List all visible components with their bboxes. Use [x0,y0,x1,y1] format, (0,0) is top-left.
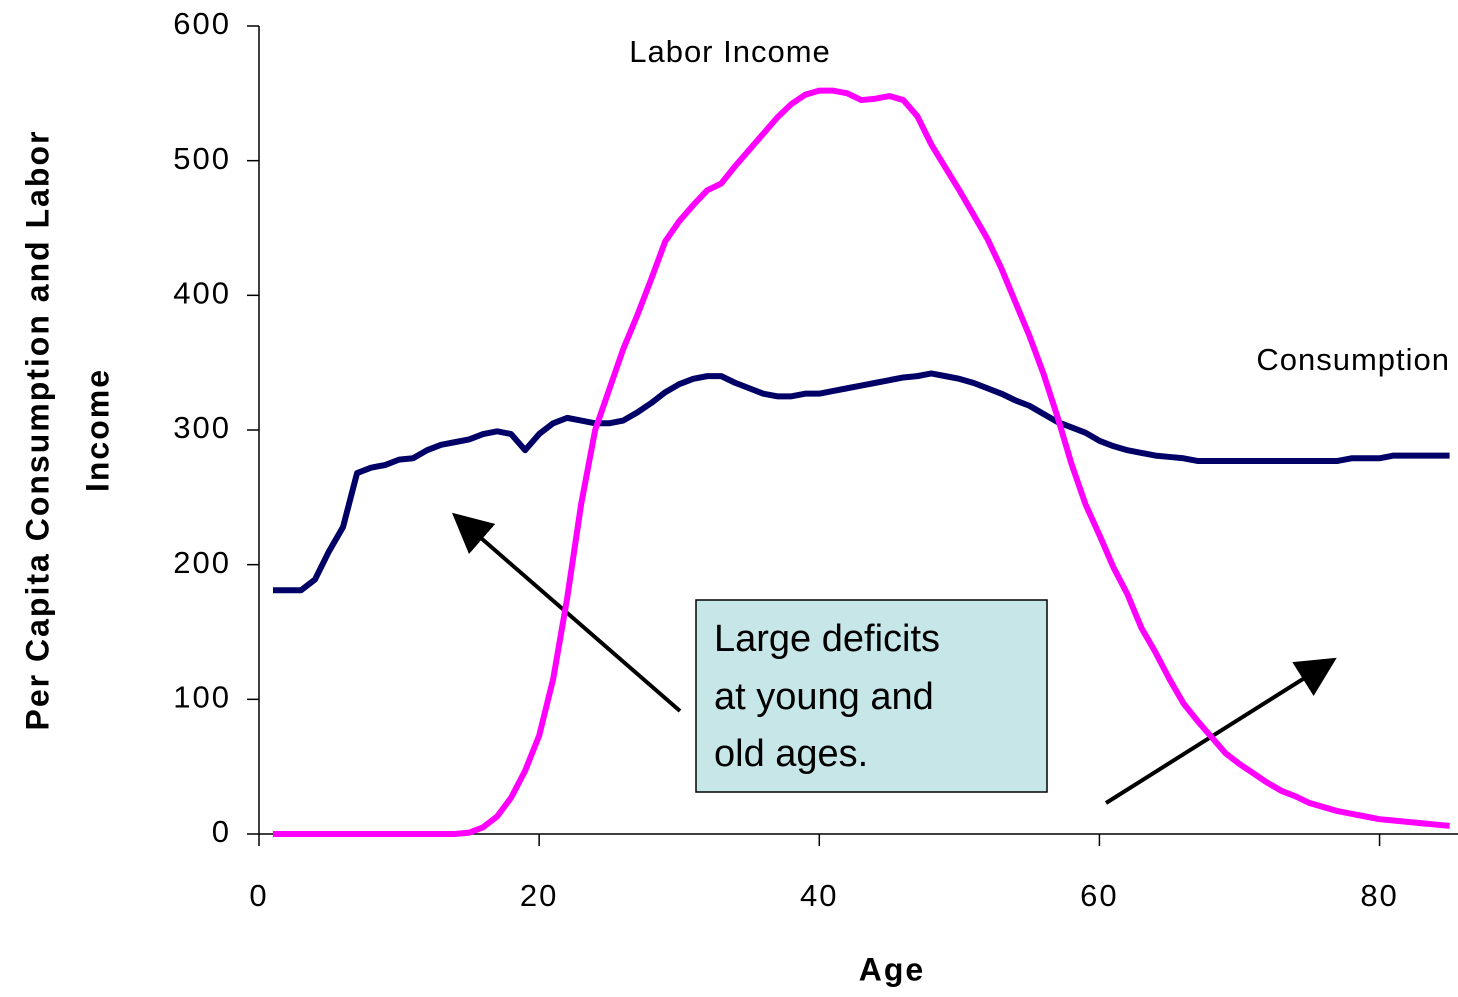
line-series [273,87,1450,837]
y-tick-label: 0 [212,814,231,849]
annotation-text: old ages. [714,733,868,775]
x-tick-label: 80 [1360,878,1398,913]
y-tick-label: 200 [173,545,231,580]
y-tick-label: 400 [173,276,231,311]
series-label: Labor Income [629,34,831,69]
x-tick-label: 60 [1080,878,1118,913]
annotation-box [695,599,1048,793]
x-tick-label: 20 [520,878,558,913]
x-axis-title: Age [859,951,925,987]
y-tick-label: 300 [173,410,231,445]
y-tick-label: 500 [173,141,231,176]
arrow [451,512,682,713]
y-axis-title: Per Capita Consumption and Labor [19,130,55,731]
y-axis-title: Income [79,368,115,492]
y-tick-label: 600 [173,6,231,41]
annotation-text: Large deficits [714,618,940,660]
annotation-text: at young and [714,676,934,718]
series-label: Consumption [1256,342,1450,377]
line-series [273,370,1450,594]
arrow [1104,657,1337,805]
x-tick-label: 0 [249,878,268,913]
x-tick-label: 40 [800,878,838,913]
y-tick-label: 100 [173,680,231,715]
